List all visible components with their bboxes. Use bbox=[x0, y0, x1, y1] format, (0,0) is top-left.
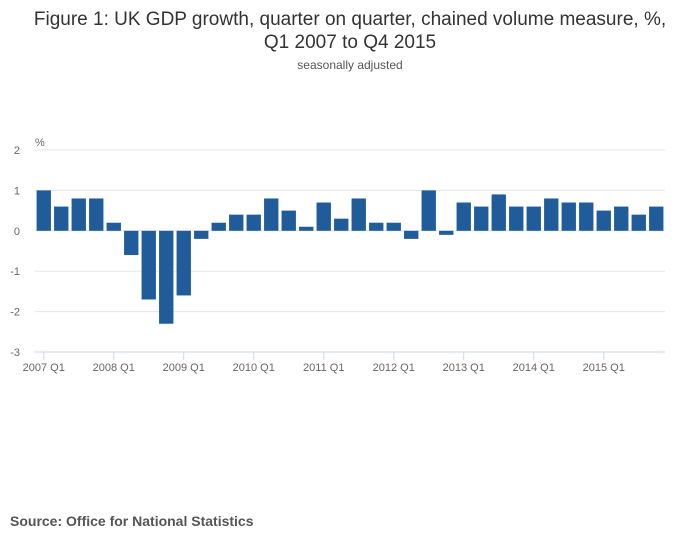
bar-2011-q1: 2011 Q1: 0.7 bbox=[316, 202, 331, 231]
y-tick-label: 1 bbox=[14, 185, 20, 197]
bar-2008-q4: 2008 Q4: -2.3 bbox=[159, 230, 174, 324]
bar-2010-q4: 2010 Q4: 0.1 bbox=[299, 226, 314, 231]
x-tick-label: 2010 Q1 bbox=[233, 362, 275, 374]
bar-2015-q3: 2015 Q3: 0.4 bbox=[631, 214, 646, 231]
bar-2014-q1: 2014 Q1: 0.6 bbox=[526, 206, 541, 231]
axes: 2 1 0 -1 -2 -3% 2007 Q1 2008 Q1 2009 Q1 2010 Q1 20… bbox=[10, 137, 665, 374]
bar-2007-q1: 2007 Q1: 1 bbox=[36, 190, 51, 231]
x-tick-label: 2013 Q1 bbox=[443, 362, 485, 374]
y-axis-unit-label: % bbox=[35, 137, 45, 149]
bar-2014-q2: 2014 Q2: 0.8 bbox=[544, 198, 559, 231]
y-tick-label: 0 bbox=[14, 226, 20, 238]
bar-2014-q3: 2014 Q3: 0.7 bbox=[561, 202, 576, 231]
chart-title-line-1: Figure 1: UK GDP growth, quarter on quar… bbox=[33, 9, 667, 30]
bar-2012-q2: 2012 Q2: -0.2 bbox=[404, 230, 419, 239]
bar-2014-q4: 2014 Q4: 0.7 bbox=[579, 202, 594, 231]
y-tick-label: -2 bbox=[10, 307, 20, 319]
bar-2009-q4: 2009 Q4: 0.4 bbox=[229, 214, 244, 231]
bar-2009-q1: 2009 Q1: -1.6 bbox=[176, 230, 191, 296]
chart-title: Figure 1: UK GDP growth, quarter on quar… bbox=[0, 8, 700, 54]
chart-title-line-2: Q1 2007 to Q4 2015 bbox=[263, 32, 437, 53]
bar-2007-q2: 2007 Q2: 0.6 bbox=[54, 206, 69, 231]
source-note: Source: Office for National Statistics bbox=[10, 513, 254, 529]
x-tick-label: 2012 Q1 bbox=[373, 362, 415, 374]
bar-2013-q4: 2013 Q4: 0.6 bbox=[509, 206, 524, 231]
bar-2011-q2: 2011 Q2: 0.3 bbox=[334, 218, 349, 231]
bar-2008-q2: 2008 Q2: -0.6 bbox=[124, 230, 139, 256]
bar-2015-q1: 2015 Q1: 0.5 bbox=[596, 210, 611, 231]
x-tick-label: 2015 Q1 bbox=[583, 362, 625, 374]
x-tick-label: 2014 Q1 bbox=[513, 362, 555, 374]
bar-2009-q2: 2009 Q2: -0.2 bbox=[194, 230, 209, 239]
x-tick-label: 2009 Q1 bbox=[163, 362, 205, 374]
bar-2011-q3: 2011 Q3: 0.8 bbox=[351, 198, 366, 231]
bar-2010-q1: 2010 Q1: 0.4 bbox=[246, 214, 261, 231]
bar-2008-q3: 2008 Q3: -1.7 bbox=[141, 230, 156, 300]
bar-2011-q4: 2011 Q4: 0.2 bbox=[369, 222, 384, 231]
bar-2015-q2: 2015 Q2: 0.6 bbox=[614, 206, 629, 231]
bar-2010-q2: 2010 Q2: 0.8 bbox=[264, 198, 279, 231]
x-tick-label: 2008 Q1 bbox=[93, 362, 135, 374]
bar-2010-q3: 2010 Q3: 0.5 bbox=[281, 210, 296, 231]
bar-2013-q2: 2013 Q2: 0.6 bbox=[474, 206, 489, 231]
bar-2009-q3: 2009 Q3: 0.2 bbox=[211, 222, 226, 231]
bar-2013-q1: 2013 Q1: 0.7 bbox=[456, 202, 471, 231]
y-tick-label: -1 bbox=[10, 266, 20, 278]
bar-2015-q4: 2015 Q4: 0.6 bbox=[649, 206, 664, 231]
y-tick-label: -3 bbox=[10, 347, 20, 359]
bar-2007-q4: 2007 Q4: 0.8 bbox=[89, 198, 104, 231]
bar-2008-q1: 2008 Q1: 0.2 bbox=[106, 222, 121, 231]
bar-2012-q4: 2012 Q4: -0.1 bbox=[439, 230, 454, 235]
x-tick-label: 2011 Q1 bbox=[303, 362, 344, 374]
bar-2012-q3: 2012 Q3: 1 bbox=[421, 190, 436, 231]
y-tick-label: 2 bbox=[14, 145, 20, 157]
chart-subtitle: seasonally adjusted bbox=[297, 58, 403, 72]
x-tick-label: 2007 Q1 bbox=[23, 362, 65, 374]
bar-2013-q3: 2013 Q3: 0.9 bbox=[491, 194, 506, 231]
gridlines bbox=[35, 149, 665, 313]
bar-2012-q1: 2012 Q1: 0.2 bbox=[386, 222, 401, 231]
bar-2007-q3: 2007 Q3: 0.8 bbox=[71, 198, 86, 231]
